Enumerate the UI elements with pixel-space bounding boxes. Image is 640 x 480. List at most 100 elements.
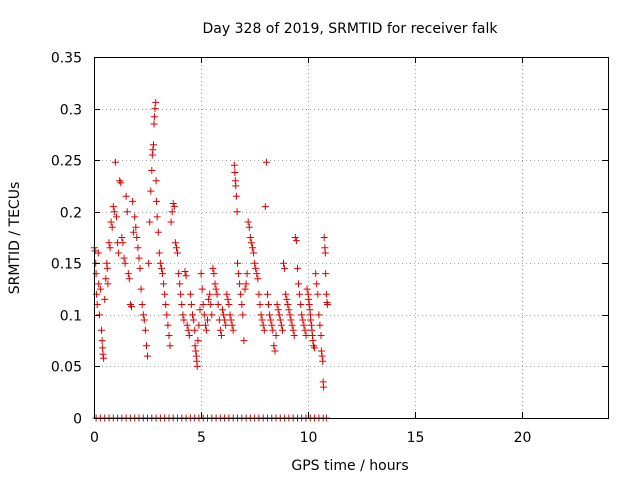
data-point	[115, 249, 123, 257]
data-point	[208, 311, 216, 319]
data-point	[229, 326, 237, 334]
data-point	[286, 311, 294, 319]
y-axis-title: SRMTID / TECUs	[7, 182, 23, 295]
data-point	[309, 337, 317, 345]
data-point	[315, 311, 323, 319]
data-point	[292, 237, 300, 245]
data-point	[322, 270, 330, 278]
data-point	[148, 151, 156, 159]
data-point	[151, 105, 159, 113]
data-point	[256, 301, 264, 308]
data-point	[226, 311, 234, 319]
data-point	[146, 218, 154, 226]
data-point	[138, 301, 146, 308]
y-tick-label: 0.2	[60, 206, 82, 222]
data-point	[202, 326, 210, 334]
data-point	[273, 301, 281, 308]
x-tick-label: 15	[407, 430, 425, 446]
data-point	[166, 342, 174, 350]
data-point	[302, 332, 310, 339]
data-point	[244, 218, 252, 226]
data-point	[106, 244, 114, 252]
data-point	[174, 249, 181, 257]
y-tick-label: 0.25	[51, 154, 82, 170]
data-point	[228, 321, 236, 329]
data-point	[180, 316, 188, 324]
data-point	[232, 192, 240, 200]
data-point	[170, 203, 178, 211]
data-point	[145, 259, 153, 267]
data-point	[134, 244, 142, 252]
data-point	[105, 239, 113, 247]
data-point	[141, 326, 149, 334]
data-point	[212, 285, 220, 293]
data-point	[210, 270, 218, 278]
data-point	[124, 270, 132, 278]
data-point	[268, 321, 276, 329]
data-point	[311, 344, 319, 352]
x-tick-label: 10	[300, 430, 318, 446]
y-tick-label: 0.3	[60, 103, 82, 119]
data-point	[122, 192, 130, 200]
data-point	[154, 228, 162, 236]
data-point	[230, 161, 238, 169]
data-point	[130, 228, 138, 236]
data-point	[190, 316, 198, 324]
chart-title: Day 328 of 2019, SRMTID for receiver fal…	[203, 21, 499, 37]
data-point	[131, 213, 139, 221]
data-point	[219, 306, 226, 314]
data-point	[181, 268, 189, 275]
data-point	[150, 141, 157, 149]
y-tick-label: 0.35	[51, 51, 82, 67]
data-point	[220, 311, 228, 319]
data-point	[296, 290, 304, 298]
y-tick-label: 0.1	[60, 309, 82, 325]
data-point	[323, 301, 331, 308]
data-point	[300, 321, 308, 329]
data-point	[144, 352, 151, 360]
data-point	[232, 182, 240, 190]
data-point	[152, 98, 160, 106]
data-point	[205, 295, 213, 303]
data-point	[237, 290, 245, 298]
data-point	[179, 311, 187, 319]
data-point	[281, 264, 289, 272]
data-point	[224, 295, 232, 303]
grid-lines	[94, 57, 608, 418]
data-point	[270, 342, 278, 350]
data-point	[136, 264, 144, 272]
data-point	[201, 321, 209, 329]
data-point	[128, 303, 135, 311]
data-point	[313, 280, 321, 288]
data-point	[297, 301, 305, 308]
data-point	[225, 301, 233, 308]
data-point	[186, 290, 194, 298]
data-point	[279, 326, 286, 334]
data-point	[264, 290, 271, 298]
data-point	[189, 311, 196, 319]
data-point	[182, 272, 190, 280]
data-point	[101, 295, 109, 303]
data-point	[239, 311, 247, 319]
data-point	[240, 337, 248, 345]
data-point	[191, 342, 199, 350]
data-point	[133, 234, 141, 241]
data-point	[254, 275, 262, 283]
data-point	[299, 316, 307, 324]
data-point	[257, 311, 265, 319]
data-point	[241, 285, 249, 293]
x-tick-label: 0	[90, 430, 99, 446]
data-point	[227, 316, 235, 324]
data-point	[92, 270, 100, 278]
data-point	[199, 301, 207, 308]
data-point	[94, 249, 102, 257]
data-point	[265, 301, 272, 308]
data-point	[165, 332, 173, 339]
data-point	[99, 350, 107, 358]
data-point	[150, 120, 158, 128]
data-point	[103, 264, 111, 272]
data-point	[261, 203, 269, 211]
data-point	[290, 332, 298, 339]
data-point	[245, 223, 253, 231]
data-point	[214, 301, 222, 308]
